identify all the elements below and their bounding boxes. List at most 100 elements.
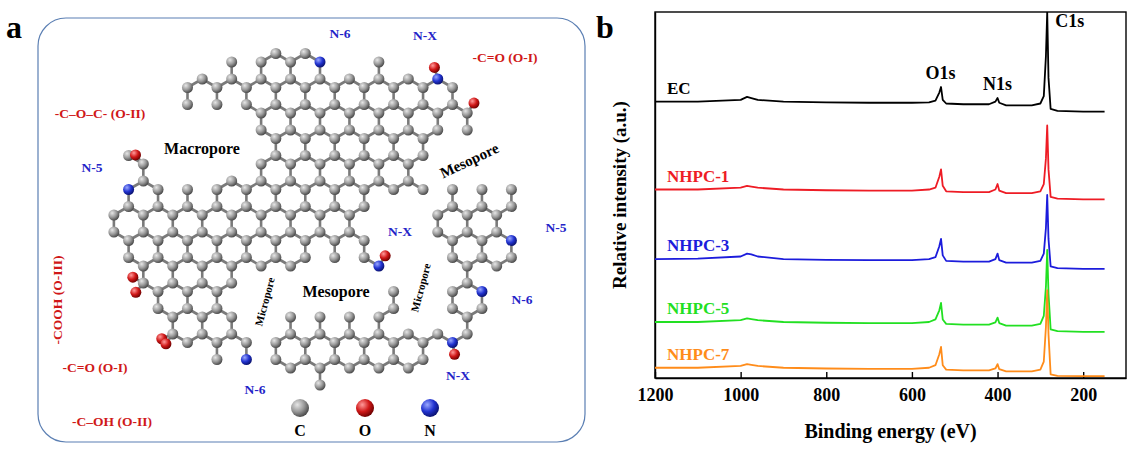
carbon-atom [462, 125, 473, 136]
carbon-atom [197, 261, 208, 272]
carbon-atom [447, 235, 458, 246]
carbon-atom [344, 176, 355, 187]
series-label: NHPC-1 [667, 167, 729, 186]
oxygen-atom [130, 149, 141, 160]
x-axis-title: Binding energy (eV) [804, 420, 976, 443]
group-label: N-6 [512, 292, 533, 307]
carbon-atom [315, 125, 326, 136]
carbon-atom [197, 329, 208, 340]
carbon-atom [167, 312, 178, 323]
carbon-atom [300, 150, 311, 161]
panel-frame [38, 18, 585, 442]
carbon-atom [270, 337, 281, 348]
carbon-atom [270, 48, 281, 59]
nitrogen-atom [315, 57, 326, 68]
carbon-atom [167, 278, 178, 289]
carbon-atom [432, 210, 443, 221]
x-tick: 800 [813, 372, 840, 405]
carbon-atom [285, 125, 296, 136]
carbon-atom [418, 99, 429, 110]
carbon-atom [211, 337, 222, 348]
carbon-atom [447, 184, 458, 195]
carbon-atom [418, 354, 429, 365]
carbon-atom [226, 74, 237, 85]
carbon-atom [315, 108, 326, 119]
carbon-atom [359, 82, 370, 93]
nitrogen-atom [506, 235, 517, 246]
nitrogen-atom [123, 184, 134, 195]
carbon-atom [285, 312, 296, 323]
carbon-atom [329, 337, 340, 348]
carbon-atom [447, 201, 458, 212]
carbon-atom [241, 201, 252, 212]
carbon-atom [270, 150, 281, 161]
carbon-atom [241, 252, 252, 263]
carbon-atom [300, 354, 311, 365]
carbon-atom [432, 108, 443, 119]
x-tick-mark [740, 372, 741, 378]
carbon-atom [388, 286, 399, 297]
carbon-atom [241, 82, 252, 93]
panel-b: b12001000800600400200ECNHPC-1NHPC-3NHPC-… [596, 9, 1127, 443]
carbon-atom [270, 235, 281, 246]
carbon-atom [153, 252, 164, 263]
carbon-atom [432, 329, 443, 340]
carbon-atom [138, 159, 149, 170]
carbon-atom [270, 184, 281, 195]
plot-area [655, 12, 1105, 376]
carbon-atom [462, 312, 473, 323]
carbon-atom [315, 312, 326, 323]
carbon-atom [153, 235, 164, 246]
carbon-atom [256, 74, 267, 85]
pore-label: Macropore [164, 140, 240, 158]
carbon-atom [256, 108, 267, 119]
carbon-atom [300, 99, 311, 110]
carbon-atom [447, 82, 458, 93]
carbon-atom [256, 210, 267, 221]
carbon-atom [285, 227, 296, 238]
carbon-atom [462, 108, 473, 119]
carbon-atom [315, 74, 326, 85]
oxygen-atom [380, 250, 391, 261]
panel-a: aN-5N-6N-X-C=O (O-I)-C–O–C- (O-II)N-5-CO… [6, 9, 585, 442]
carbon-atom [373, 159, 384, 170]
oxygen-atom [127, 272, 138, 283]
pore-label: Micropore [252, 276, 276, 327]
series-line [655, 195, 1105, 269]
oxygen-atom [449, 349, 460, 360]
carbon-atom [403, 125, 414, 136]
legend-label: O [359, 422, 371, 439]
carbon-atom [182, 99, 193, 110]
x-tick-label: 1200 [638, 385, 674, 405]
group-label: N-6 [330, 26, 351, 41]
group-label: -C=O (O-I) [62, 360, 127, 375]
carbon-atom [167, 227, 178, 238]
carbon-atom [329, 201, 340, 212]
carbon-atom [167, 329, 178, 340]
carbon-atom [241, 337, 252, 348]
group-label: -C–OH (O-II) [72, 414, 152, 429]
nitrogen-atom [476, 286, 487, 297]
carbon-atom [153, 286, 164, 297]
oxygen-atom [160, 338, 171, 349]
carbon-atom [270, 252, 281, 263]
carbon-atom [359, 150, 370, 161]
carbon-atom [285, 363, 296, 374]
carbon-atom [476, 303, 487, 314]
carbon-atom [285, 210, 296, 221]
carbon-atom [403, 74, 414, 85]
carbon-atom [359, 99, 370, 110]
carbon-atom [388, 82, 399, 93]
carbon-atom [211, 286, 222, 297]
legend-label: N [424, 422, 436, 439]
carbon-atom [182, 337, 193, 348]
carbon-atom [432, 125, 443, 136]
carbon-atom [344, 74, 355, 85]
carbon-atom [373, 329, 384, 340]
carbon-atom [300, 133, 311, 144]
carbon-atom [447, 286, 458, 297]
carbon-atom [226, 278, 237, 289]
carbon-atom [285, 176, 296, 187]
carbon-atom [167, 210, 178, 221]
series-line [655, 250, 1105, 332]
